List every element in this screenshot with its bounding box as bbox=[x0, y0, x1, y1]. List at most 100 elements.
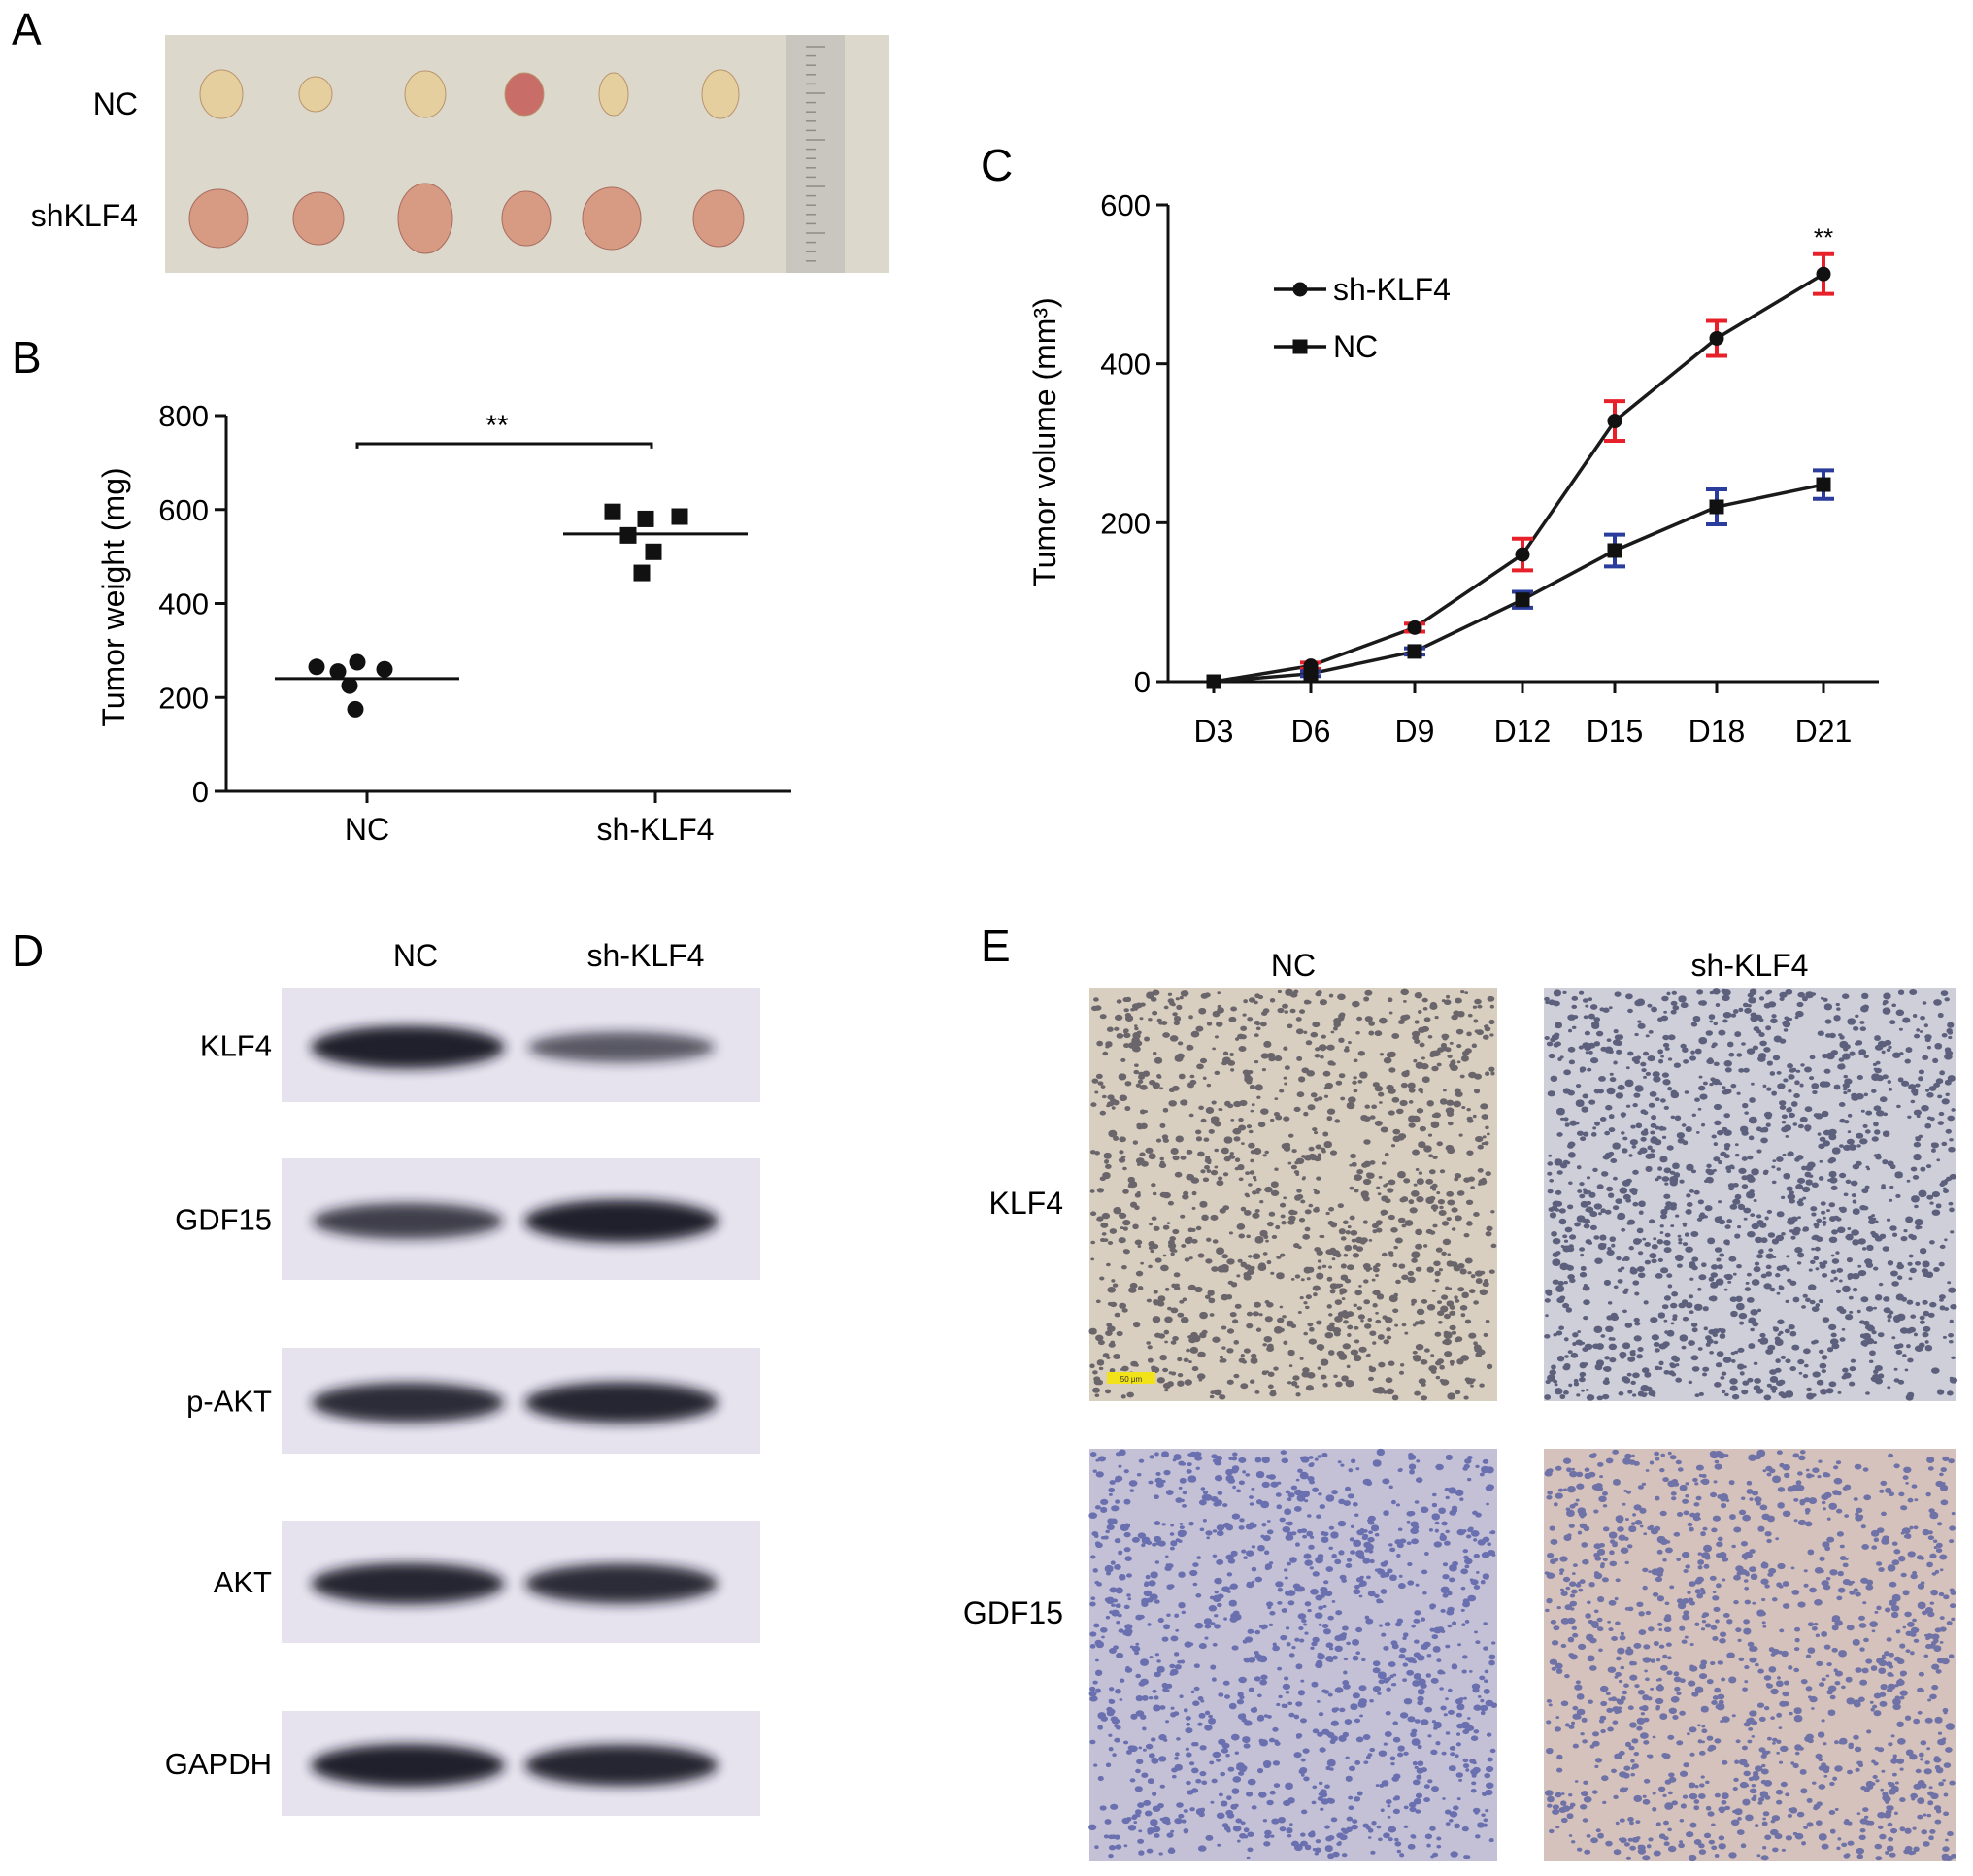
c-series-line bbox=[1213, 272, 1824, 684]
blot-band bbox=[524, 1563, 719, 1604]
nc-tumor bbox=[598, 72, 629, 117]
panel-d: D NC sh-KLF4 KLF4 GDF15 p-AKT AKT GAPDH bbox=[12, 925, 760, 1816]
blot-band bbox=[313, 1203, 503, 1239]
panel-e: E NC sh-KLF4 KLF4 GDF15 50 μm bbox=[963, 921, 1958, 1862]
shklf4-tumor bbox=[501, 190, 552, 247]
b-point bbox=[347, 700, 364, 718]
b-point bbox=[637, 510, 654, 527]
nc-tumor bbox=[404, 70, 447, 118]
c-point bbox=[1709, 499, 1724, 515]
blot-band bbox=[311, 1382, 505, 1424]
c-legend-marker bbox=[1292, 282, 1308, 297]
b-point bbox=[349, 653, 366, 671]
b-point bbox=[341, 677, 358, 694]
c-significance-mark: ** bbox=[1814, 223, 1833, 252]
b-point bbox=[376, 660, 393, 678]
western-blots: KLF4 GDF15 p-AKT AKT GAPDH bbox=[165, 988, 760, 1816]
c-legend-label: NC bbox=[1333, 329, 1378, 364]
ihc-nuclei bbox=[1088, 988, 1497, 1401]
shklf4-tumor bbox=[188, 188, 249, 249]
scale-bar bbox=[1107, 1372, 1155, 1384]
c-point bbox=[1407, 620, 1422, 635]
c-legend: sh-KLF4 NC bbox=[1274, 272, 1451, 364]
d-column-nc: NC bbox=[393, 938, 438, 973]
c-x-ticks: D3 D6 D9 D12 D15 D18 D21 bbox=[1194, 682, 1853, 749]
c-x-tick-label: D15 bbox=[1587, 714, 1644, 749]
panel-letter-a: A bbox=[12, 4, 42, 54]
nc-tumor bbox=[199, 69, 244, 119]
c-x-tick-label: D12 bbox=[1494, 714, 1552, 749]
b-x-tick-label: sh-KLF4 bbox=[597, 812, 715, 847]
nc-tumor bbox=[701, 69, 740, 119]
c-x-tick-label: D6 bbox=[1291, 714, 1331, 749]
b-point bbox=[329, 663, 347, 681]
c-x-tick-label: D3 bbox=[1194, 714, 1234, 749]
blot-band bbox=[524, 1744, 719, 1787]
blot-band bbox=[311, 1025, 505, 1069]
b-point bbox=[645, 543, 662, 560]
shklf4-tumor bbox=[397, 183, 453, 254]
c-y-tick-label: 400 bbox=[1100, 348, 1151, 382]
blot-band bbox=[527, 1031, 716, 1063]
e-column-shklf4: sh-KLF4 bbox=[1691, 948, 1809, 983]
blot-label: AKT bbox=[214, 1565, 272, 1599]
c-axes bbox=[1166, 205, 1879, 684]
b-x-tick-label: NC bbox=[345, 812, 389, 847]
e-row-gdf15: GDF15 bbox=[963, 1595, 1063, 1630]
c-y-axis-label: Tumor volume (mm³) bbox=[1027, 297, 1062, 586]
c-point bbox=[1816, 477, 1831, 492]
b-y-tick-label: 600 bbox=[158, 493, 209, 527]
c-point bbox=[1515, 547, 1530, 562]
c-y-tick-label: 200 bbox=[1100, 506, 1151, 540]
panel-letter-c: C bbox=[981, 140, 1013, 190]
row-label-shklf4: shKLF4 bbox=[31, 198, 138, 233]
tumor-photo bbox=[165, 35, 889, 273]
e-row-klf4: KLF4 bbox=[989, 1186, 1063, 1221]
panel-letter-e: E bbox=[981, 921, 1011, 971]
blot-band bbox=[524, 1199, 719, 1243]
blot-label: GAPDH bbox=[165, 1747, 272, 1781]
ihc-nuclei bbox=[1544, 1449, 1956, 1862]
c-point bbox=[1407, 644, 1422, 659]
b-y-tick-label: 200 bbox=[158, 681, 209, 715]
ihc-nuclei bbox=[1544, 988, 1958, 1401]
c-x-tick-label: D9 bbox=[1395, 714, 1435, 749]
c-y-ticks: 0 200 400 600 bbox=[1100, 188, 1168, 699]
c-y-tick-label: 0 bbox=[1134, 665, 1151, 699]
shklf4-tumor bbox=[582, 186, 642, 251]
b-point bbox=[604, 503, 621, 520]
c-point bbox=[1515, 592, 1530, 608]
c-point bbox=[1709, 330, 1724, 346]
c-point bbox=[1816, 266, 1831, 282]
c-series-line bbox=[1213, 483, 1824, 684]
d-column-shklf4: sh-KLF4 bbox=[587, 938, 705, 973]
c-series bbox=[1206, 251, 1834, 689]
c-point bbox=[1206, 674, 1221, 689]
b-bracket-line bbox=[355, 442, 653, 449]
blot-band bbox=[524, 1382, 719, 1424]
ihc-nuclei bbox=[1087, 1448, 1497, 1859]
b-point bbox=[308, 658, 325, 676]
c-point bbox=[1607, 543, 1622, 558]
b-x-ticks: NC sh-KLF4 bbox=[345, 791, 715, 847]
e-column-nc: NC bbox=[1271, 948, 1316, 983]
b-y-axis-label: Tumor weight (mg) bbox=[96, 467, 131, 726]
ihc-images: 50 μm bbox=[1087, 988, 1958, 1862]
b-point bbox=[671, 508, 688, 525]
b-y-tick-label: 0 bbox=[192, 775, 209, 809]
b-y-tick-label: 400 bbox=[158, 587, 209, 621]
blot-label: GDF15 bbox=[175, 1203, 272, 1237]
b-point bbox=[633, 564, 651, 582]
b-significance-mark: ** bbox=[485, 410, 509, 442]
c-x-tick-label: D21 bbox=[1795, 714, 1853, 749]
shklf4-tumor bbox=[692, 189, 745, 248]
b-axes bbox=[224, 416, 791, 793]
blot-band bbox=[311, 1744, 505, 1787]
nc-tumors bbox=[199, 69, 740, 119]
panel-c: C Tumor volume (mm³) 0 200 400 600 D3 D6 D9 D1… bbox=[981, 140, 1879, 749]
shklf4-tumor bbox=[292, 191, 345, 246]
b-points bbox=[275, 503, 748, 718]
ruler-ticks bbox=[806, 46, 825, 262]
blot-label: KLF4 bbox=[200, 1029, 272, 1063]
